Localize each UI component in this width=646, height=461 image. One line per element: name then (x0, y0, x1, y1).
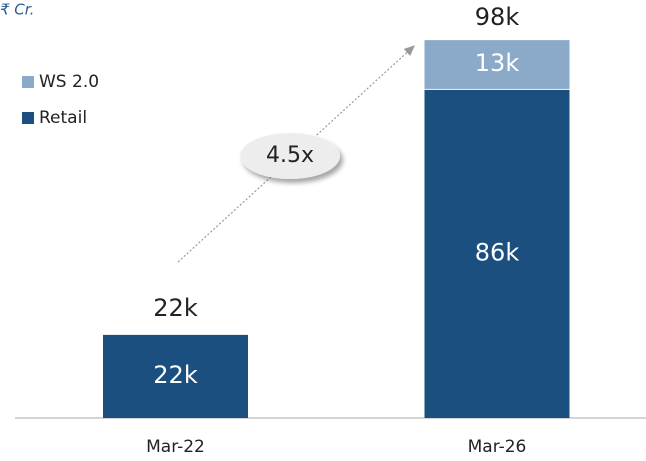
bar-segment (424, 39, 570, 89)
annotation: 4.5x (266, 143, 314, 168)
bar-segment (103, 333, 248, 418)
value-label: 13k (475, 49, 520, 77)
unit-label: ₹ Cr. (0, 1, 34, 19)
annotation-bubble (240, 133, 340, 179)
bar-segment (424, 88, 570, 418)
x-tick-label: Mar-22 (146, 437, 205, 457)
value-label: 86k (475, 238, 520, 266)
legend-swatch (22, 76, 34, 88)
legend-label: WS 2.0 (39, 72, 99, 92)
legend-label: Retail (39, 108, 87, 128)
growth-arrow (177, 45, 415, 263)
total-label: 22k (153, 294, 198, 322)
x-tick-label: Mar-26 (468, 437, 527, 457)
legend-swatch (22, 112, 34, 124)
total-label: 98k (475, 3, 520, 31)
value-label: 22k (153, 361, 198, 389)
